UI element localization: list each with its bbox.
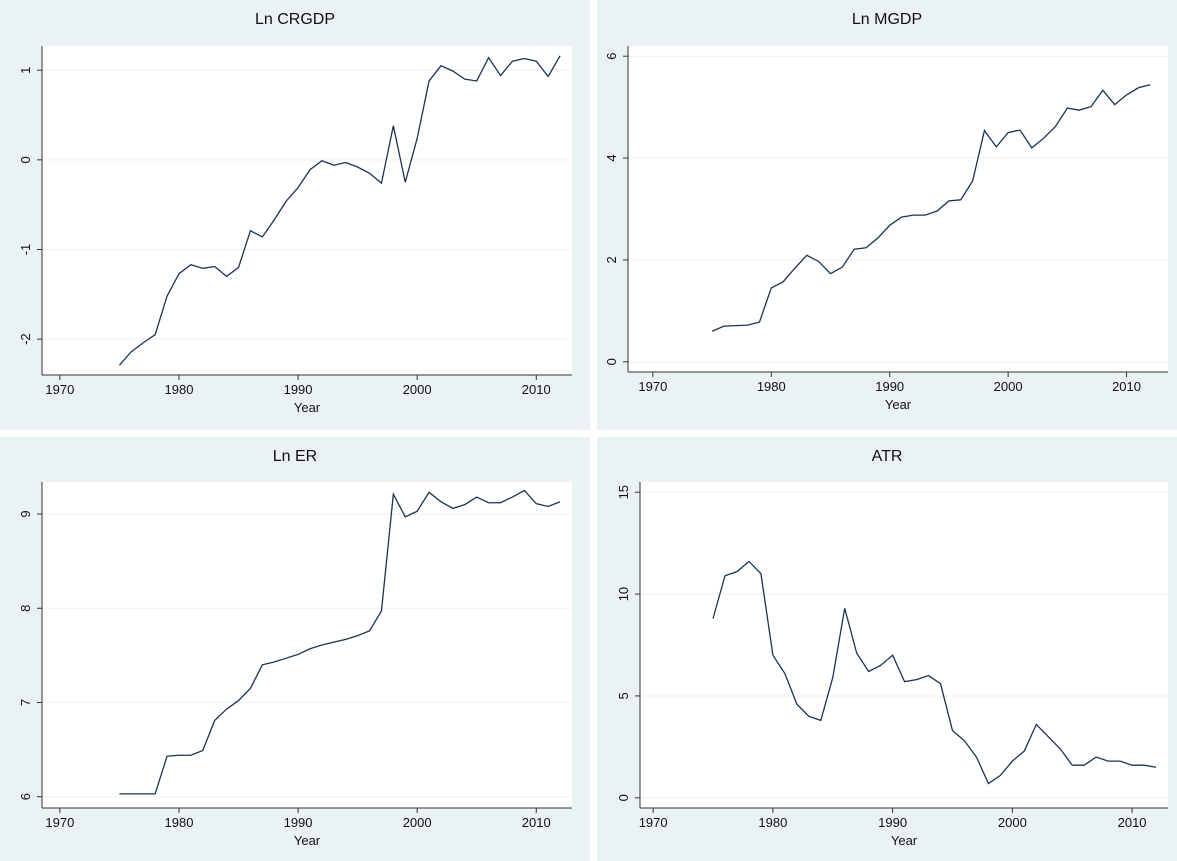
y-tick-label: 15 [616,485,631,499]
data-line [118,55,561,366]
plot-area [42,46,572,375]
x-tick-label: 2000 [998,815,1027,830]
x-tick-label: 2000 [403,382,432,397]
data-line [712,560,1157,785]
x-tick-label: 1980 [757,379,786,394]
y-tick-label: 8 [18,605,33,612]
data-line [119,489,561,795]
x-axis-title: Year [891,833,918,848]
panel-title: Ln MGDP [852,11,922,28]
panel-title: Ln CRGDP [255,11,335,28]
y-tick-label: 6 [18,793,33,800]
data-line [711,84,1151,332]
x-tick-label: 1980 [165,382,194,397]
x-tick-label: 2010 [1112,379,1141,394]
y-tick-label: -1 [18,244,33,256]
y-tick-label: 10 [616,587,631,601]
y-tick-label: 4 [604,154,619,161]
x-tick-label: 2010 [522,382,551,397]
x-tick-label: 2010 [1118,815,1147,830]
x-tick-label: 2000 [994,379,1023,394]
x-axis-title: Year [885,397,912,412]
y-tick-label: -2 [18,333,33,345]
y-tick-label: 0 [18,156,33,163]
y-tick-label: 0 [616,794,631,801]
x-tick-label: 1970 [45,382,74,397]
x-tick-label: 1970 [45,815,74,830]
y-tick-label: 6 [604,53,619,60]
x-tick-label: 1970 [638,379,667,394]
plot-area [628,46,1168,372]
x-tick-label: 1990 [284,382,313,397]
x-tick-label: 1990 [878,815,907,830]
y-tick-label: 2 [604,256,619,263]
x-tick-label: 2000 [403,815,432,830]
plot-area [42,482,572,808]
plot-area [640,482,1168,808]
x-tick-label: 1970 [639,815,668,830]
x-axis-title: Year [294,400,321,415]
x-tick-label: 1980 [758,815,787,830]
x-axis-title: Year [294,833,321,848]
x-tick-label: 1980 [165,815,194,830]
panel-title: Ln ER [273,448,317,465]
y-tick-label: 1 [18,67,33,74]
y-tick-label: 5 [616,692,631,699]
y-tick-label: 0 [604,358,619,365]
x-tick-label: 2010 [522,815,551,830]
panel-title: ATR [872,448,903,465]
y-tick-label: 9 [18,510,33,517]
y-tick-label: 7 [18,699,33,706]
x-tick-label: 1990 [875,379,904,394]
x-tick-label: 1990 [284,815,313,830]
